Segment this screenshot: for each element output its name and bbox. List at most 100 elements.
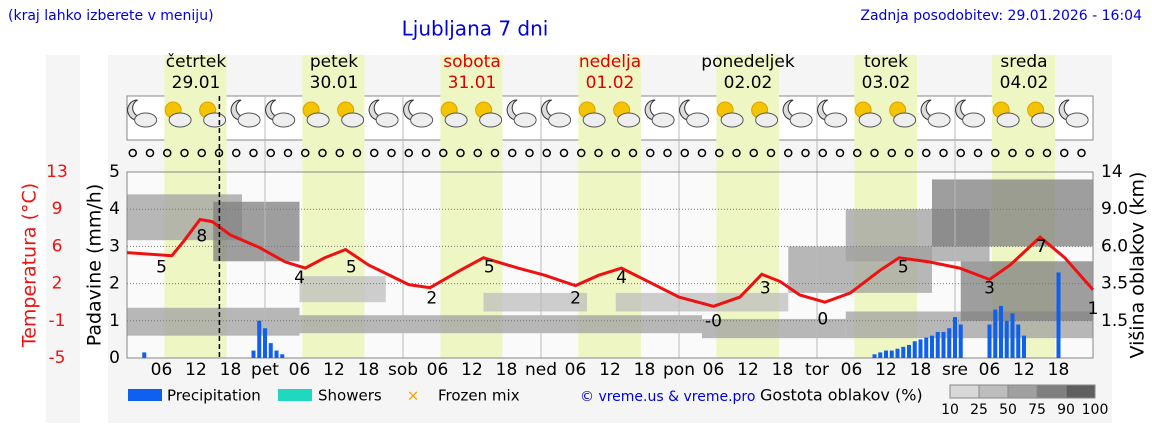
x-tick-label: tor <box>805 360 829 380</box>
cloud-icon <box>962 112 986 128</box>
precip-bar <box>889 350 894 358</box>
temperature-label: 5 <box>484 258 495 278</box>
legend-marker: × <box>407 387 420 405</box>
cloud-block <box>960 261 1093 321</box>
wind-marker <box>232 148 241 158</box>
day-date: 31.01 <box>448 73 497 93</box>
x-tick-label: 06 <box>565 360 587 380</box>
cloud-block <box>299 315 702 334</box>
density-swatch <box>978 384 1009 399</box>
wind-marker <box>1008 148 1017 158</box>
temperature-line <box>126 217 1095 308</box>
precip-bar <box>999 305 1003 358</box>
day-date: 04.02 <box>1000 73 1049 93</box>
cloud-icon <box>272 112 296 128</box>
wind-marker <box>577 148 586 158</box>
density-level: 90 <box>1057 402 1075 418</box>
cloud-icon <box>237 112 261 128</box>
precip-bar <box>257 320 262 358</box>
wind-marker <box>266 148 275 158</box>
wind-marker <box>766 148 776 158</box>
precip-bar <box>953 317 957 358</box>
cloud-icon <box>789 112 813 128</box>
wind-marker <box>749 148 758 158</box>
daylight-band <box>302 55 365 358</box>
x-tick-label: 12 <box>875 360 897 380</box>
precip-bar <box>263 328 267 358</box>
wind-marker <box>922 148 931 158</box>
cloud-icon <box>927 112 951 128</box>
wind-marker <box>801 148 810 158</box>
cloud-icon <box>824 112 848 128</box>
wind-marker <box>542 148 551 158</box>
legend-label: Precipitation <box>167 387 261 405</box>
wind-marker <box>991 148 1000 158</box>
precip-bar <box>912 341 917 358</box>
wind-marker <box>663 148 672 158</box>
y-tick-label: 4 <box>109 199 120 219</box>
temperature-label: 4 <box>294 268 305 288</box>
precip-bar <box>1016 324 1021 358</box>
wind-marker <box>594 148 603 158</box>
precip-bar <box>1004 320 1009 358</box>
plot-frame <box>126 171 1094 359</box>
y-tick-label: 3 <box>109 236 120 256</box>
y2-tick-label: 9.0 <box>1101 199 1128 219</box>
wind-marker <box>1077 148 1086 158</box>
wind-marker <box>525 148 534 158</box>
wind-marker <box>870 148 879 158</box>
y2-tick-label: 14 <box>1101 162 1123 182</box>
density-swatch <box>1065 384 1096 399</box>
x-tick-label: ned <box>525 360 557 380</box>
x-tick-label: sre <box>942 360 968 380</box>
x-tick-label: pon <box>663 360 695 380</box>
temperature-label: 3 <box>760 278 771 298</box>
cloud-icon <box>513 112 537 128</box>
temperature-label: 5 <box>156 258 167 278</box>
x-tick-label: 18 <box>910 360 932 380</box>
precip-bar <box>251 350 256 358</box>
x-tick-label: 06 <box>289 360 311 380</box>
wind-marker <box>180 148 189 158</box>
precip-bar <box>268 343 273 358</box>
temperature-label: 4 <box>616 268 627 288</box>
cloud-icon <box>444 112 468 128</box>
precip-bar <box>1056 272 1061 358</box>
temperature-label: 5 <box>898 258 909 278</box>
cloud-legend-title: Gostota oblakov (%) <box>760 386 923 405</box>
x-tick-label: 18 <box>1048 360 1070 380</box>
precip-bar <box>142 352 147 358</box>
precip-bar <box>280 354 285 358</box>
wind-marker <box>404 148 413 158</box>
precip-bar <box>1022 335 1026 358</box>
precip-bar <box>958 324 963 358</box>
cloud-block <box>932 179 1093 247</box>
x-tick-label: 12 <box>461 360 483 380</box>
y-tick-label: 1 <box>109 311 120 331</box>
precip-bar <box>878 352 883 358</box>
temperature-label: 8 <box>196 227 207 247</box>
x-tick-label: 12 <box>737 360 759 380</box>
cloud-icon <box>893 112 917 128</box>
density-swatch <box>1007 384 1038 399</box>
wind-marker <box>939 148 948 158</box>
x-tick-label: pet <box>251 360 279 380</box>
x-tick-label: 12 <box>185 360 207 380</box>
wind-marker <box>835 148 845 158</box>
cloud-icon <box>341 112 365 128</box>
daylight-band <box>440 55 503 358</box>
cloud-icon <box>858 112 882 128</box>
x-tick-label: 12 <box>323 360 345 380</box>
wind-marker <box>784 148 793 158</box>
temperature-tick-label: -1 <box>49 311 66 331</box>
density-level: 100 <box>1082 402 1109 418</box>
credit: © vreme.us & vreme.pro <box>580 389 755 405</box>
precip-bar <box>935 331 940 358</box>
wind-marker <box>853 148 862 158</box>
x-tick-label: 18 <box>358 360 380 380</box>
cloud-icon <box>720 112 744 128</box>
cloud-icon <box>651 112 675 128</box>
legend-swatch <box>278 389 312 401</box>
temperature-tick-label: -5 <box>49 348 66 368</box>
x-tick-label: 18 <box>496 360 518 380</box>
